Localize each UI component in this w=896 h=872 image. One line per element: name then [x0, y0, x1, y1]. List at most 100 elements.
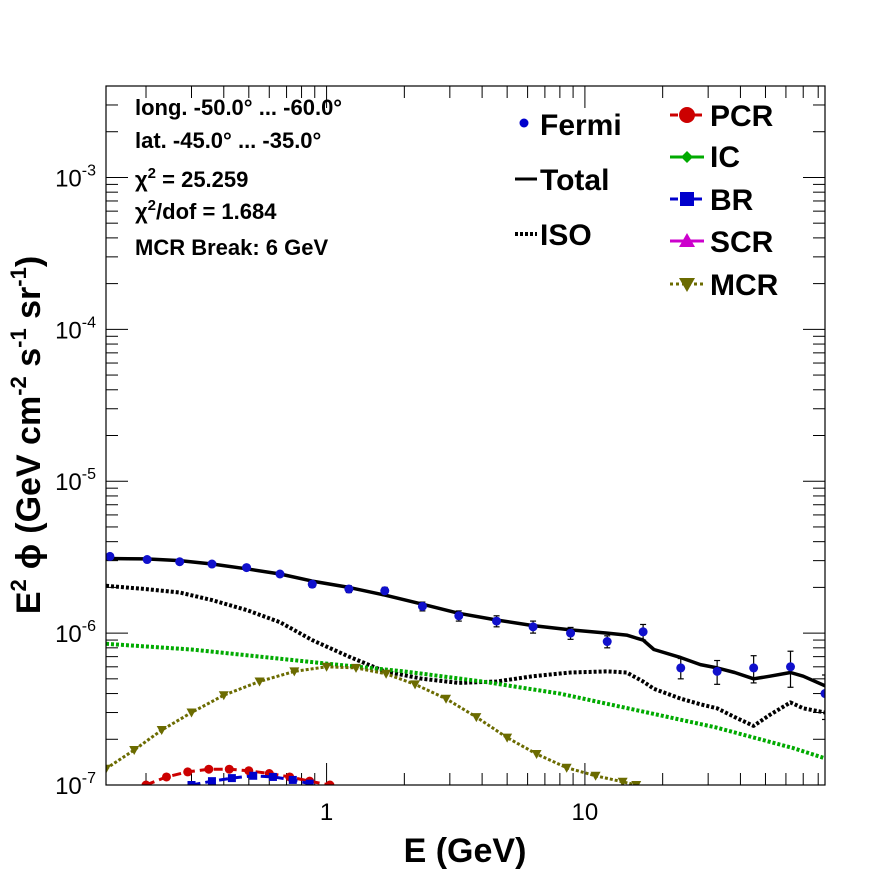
series-mcr-point — [106, 764, 111, 774]
y-tick-label-base: 10 — [55, 317, 82, 344]
ylabel-sup-c: -1 — [6, 267, 31, 287]
y-tick-label-exp: -5 — [82, 466, 96, 483]
y-tick-label-exp: -6 — [82, 618, 96, 635]
legend-label-mcr: MCR — [710, 269, 779, 302]
series-br-point — [305, 779, 314, 785]
series-mcr-point — [617, 777, 628, 785]
fermi-point — [712, 666, 722, 676]
annotation-chi2-dof: χ2/dof = 1.684 — [135, 197, 277, 224]
ylabel-unit-a: (GeV cm — [10, 396, 48, 534]
series-pcr-point — [141, 780, 151, 785]
legend-label-ic: IC — [710, 141, 740, 174]
annotation-longitude: long. -50.0° ... -60.0° — [135, 95, 342, 120]
chi2dof-symbol: χ — [135, 199, 148, 224]
axis-ticks — [106, 85, 825, 786]
annotation-break: MCR Break: 6 GeV — [135, 235, 329, 260]
series-mcr-point — [531, 749, 542, 759]
ylabel-e-sup: 2 — [6, 579, 31, 591]
series-mcr-point — [410, 680, 421, 690]
series-mcr-point — [471, 713, 482, 723]
ylabel-unit-b: s — [10, 348, 48, 376]
svg-text:E2ϕ(GeV cm-2 s-1 sr-1): E2ϕ(GeV cm-2 s-1 sr-1) — [6, 256, 48, 614]
chi2-symbol: χ — [135, 167, 148, 192]
legend-marker-pcr — [679, 107, 695, 123]
series-br-point — [187, 781, 196, 785]
y-tick-label: 10-4 — [55, 314, 96, 344]
legend-left: Fermi Total ISO — [515, 109, 622, 252]
series-pcr-point — [183, 767, 193, 777]
legend-marker-fermi — [519, 118, 529, 128]
series-mcr-point — [321, 662, 332, 672]
fermi-point — [454, 611, 464, 621]
series-mcr-point — [502, 733, 513, 743]
y-tick-label: 10-5 — [55, 466, 96, 496]
x-axis-title: E (GeV) — [404, 832, 527, 870]
legend-label-pcr: PCR — [710, 100, 774, 133]
series-br-point — [288, 775, 297, 784]
series-ic-line — [106, 641, 825, 761]
series-pcr-point — [161, 772, 171, 782]
fermi-point — [207, 559, 217, 569]
fermi-point — [242, 563, 252, 573]
series-mcr-point — [561, 763, 572, 773]
series-br-point — [207, 777, 216, 785]
legend-marker-br — [680, 192, 694, 206]
series-mcr-point — [218, 691, 229, 701]
series-br-point — [249, 771, 258, 780]
annotation-latitude: lat. -45.0° ... -35.0° — [135, 128, 321, 153]
chi2-value: = 25.259 — [156, 167, 248, 192]
ylabel-e: E — [10, 591, 48, 614]
series-br-point — [227, 774, 236, 783]
y-tick-label-exp: -3 — [82, 162, 96, 179]
fermi-point — [820, 689, 825, 699]
fermi-point — [528, 622, 538, 632]
legend-label-scr: SCR — [710, 226, 774, 259]
ylabel-unit-c: sr — [10, 287, 48, 329]
y-tick-label: 10-7 — [55, 770, 96, 800]
series-mcr-point — [129, 745, 140, 755]
series-pcr-point — [325, 780, 335, 785]
fermi-point — [417, 601, 427, 611]
series-mcr-point — [381, 669, 392, 679]
ylabel-sup-a: -2 — [6, 376, 31, 396]
series-pcr-point — [224, 764, 234, 774]
y-tick-label-exp: -4 — [82, 314, 96, 331]
fermi-point — [106, 551, 115, 561]
ylabel-sup-b: -1 — [6, 328, 31, 348]
fermi-point — [786, 662, 796, 672]
series-mcr-point — [590, 771, 601, 781]
chi2dof-value: /dof = 1.684 — [156, 199, 277, 224]
series-br-point — [268, 772, 277, 781]
fermi-point — [638, 627, 648, 637]
annotation-chi2: χ2 = 25.259 — [135, 165, 248, 192]
fermi-point — [275, 569, 285, 579]
chi2-superscript: 2 — [148, 165, 156, 182]
legend-label-br: BR — [710, 184, 754, 217]
fermi-point — [749, 663, 759, 673]
series-mcr-point — [186, 708, 197, 718]
y-tick-label-exp: -7 — [82, 770, 96, 787]
series-mcr-point — [441, 694, 452, 704]
fermi-point — [175, 557, 185, 567]
series-iso-line — [106, 583, 825, 728]
y-axis-title: E2ϕ(GeV cm-2 s-1 sr-1) — [6, 256, 48, 614]
fermi-point — [602, 637, 612, 647]
y-tick-label: 10-3 — [55, 162, 96, 192]
series-pcr-line — [145, 767, 331, 785]
legend-marker-mcr — [679, 278, 695, 292]
fermi-point — [566, 628, 576, 638]
fermi-point — [676, 663, 686, 673]
legend-marker-ic — [681, 151, 693, 163]
series-mcr-point — [351, 663, 362, 673]
series-mcr-point — [631, 781, 642, 785]
y-tick-label-base: 10 — [55, 165, 82, 192]
ylabel-phi: ϕ — [10, 544, 48, 569]
series-pcr-point — [204, 764, 214, 774]
fermi-points — [106, 551, 825, 721]
legend-label-iso: ISO — [540, 219, 592, 252]
fermi-point — [492, 616, 502, 626]
fermi-point — [344, 584, 354, 594]
